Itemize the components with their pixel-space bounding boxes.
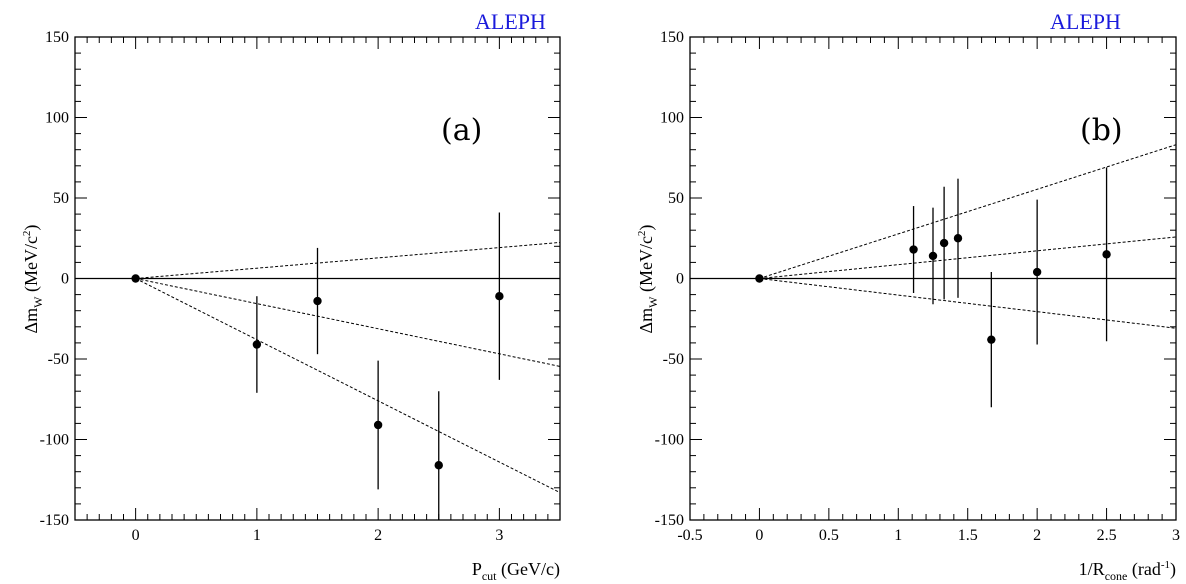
panel-a-ylabel-unit-pre: (MeV/c: [21, 236, 42, 296]
panel-b-xtick-label: 0.5: [819, 527, 839, 544]
panel-b-ytick-label: 150: [660, 29, 684, 46]
panel-a-ytick-label: -150: [40, 512, 69, 529]
panel-b-ylabel-unit-sup: 2: [636, 231, 648, 237]
panel-b-fit-line-1: [759, 144, 1177, 279]
panel-a-xlabel: Pcut (GeV/c): [472, 559, 560, 583]
panel-b-xtick-label: 2: [1033, 527, 1041, 544]
panel-a-xtick-label: 2: [374, 527, 382, 544]
panel-a-ylabel-unit-post: ): [21, 225, 42, 231]
panel-a-data-point: [313, 296, 322, 306]
panel-a-xtick-label: 0: [132, 527, 140, 544]
panel-b-xlabel-main: 1/R: [1079, 559, 1105, 579]
panel-a-ylabel-unit-sup: 2: [21, 231, 33, 237]
panel-a-data-point: [131, 274, 140, 283]
panel-b-ylabel-unit-pre: (MeV/c: [636, 236, 657, 296]
chart-panel-b: ALEPH (b) ΔmW (MeV/c2) 1/Rcone (rad-1) -…: [636, 9, 1180, 583]
panel-b-ytick-label: -100: [655, 432, 684, 449]
panel-a-label: (a): [441, 113, 482, 148]
panel-a-ytick-label: 100: [45, 110, 69, 127]
panel-a-fit-line-1: [135, 241, 561, 279]
panel-a-ylabel-sub: W: [31, 296, 45, 308]
panel-b-data-point: [909, 245, 918, 254]
panel-b-ylabel: ΔmW (MeV/c2): [636, 225, 660, 334]
panel-a-fit-line-2: [135, 278, 561, 367]
panel-b-data-point: [1102, 250, 1111, 259]
panel-b-data-point: [928, 251, 938, 261]
panel-b-fit-line-2: [759, 236, 1177, 279]
panel-a-data-point: [434, 461, 443, 470]
panel-b-xtick-label: 1.5: [958, 527, 978, 544]
svg-text:ΔmW (MeV/c2): ΔmW (MeV/c2): [636, 225, 660, 334]
panel-a-xtick-label: 3: [495, 527, 503, 544]
panel-b-ylabel-main: Δm: [636, 308, 656, 334]
panel-b-xlabel-unit-post: ): [1170, 559, 1176, 580]
panel-a-fit-line-3: [135, 278, 561, 494]
panel-b-xlabel: 1/Rcone (rad-1): [1079, 559, 1176, 583]
panel-b-xlabel-unit-pre: (rad: [1127, 559, 1160, 580]
panel-a-xtick-label: 1: [253, 527, 261, 544]
panel-b-xtick-label: 3: [1172, 527, 1180, 544]
panel-b-data-point: [939, 238, 949, 248]
panel-b-brand-label: ALEPH: [1050, 9, 1121, 34]
panel-b-ytick-label: 50: [668, 190, 684, 207]
panel-a-ylabel: ΔmW (MeV/c2): [21, 225, 45, 334]
panel-b-ylabel-unit-post: ): [636, 225, 657, 231]
panel-b-fit-line-3: [759, 278, 1177, 329]
panel-b-xtick-label: 0: [755, 527, 763, 544]
panel-b-xlabel-unit-sup: -1: [1161, 559, 1170, 571]
panel-a-ytick-label: -100: [40, 432, 69, 449]
panel-b-ytick-label: 100: [660, 110, 684, 127]
panel-a-xlabel-main: P: [472, 559, 482, 579]
panel-a-brand-label: ALEPH: [475, 9, 546, 34]
panel-a-ytick-label: -50: [48, 351, 69, 368]
panel-b-ytick-label: -150: [655, 512, 684, 529]
panel-b-ytick-label: -50: [663, 351, 684, 368]
panel-b-label: (b): [1080, 113, 1123, 148]
panel-b-xtick-label: 1: [894, 527, 902, 544]
svg-text:ΔmW (MeV/c2): ΔmW (MeV/c2): [21, 225, 45, 334]
panel-b-xtick-label: 2.5: [1097, 527, 1117, 544]
panel-a-ytick-label: 0: [61, 271, 69, 288]
panel-a-ytick-label: 50: [53, 190, 69, 207]
panel-a-ytick-label: 150: [45, 29, 69, 46]
panel-b-data-point: [987, 335, 996, 344]
panel-a-ylabel-main: Δm: [21, 308, 41, 334]
panel-b-data-point: [1032, 267, 1042, 277]
panel-b-xtick-label: -0.5: [677, 527, 702, 544]
panel-b-ytick-label: 0: [676, 271, 684, 288]
chart-panel-a: ALEPH (a) ΔmW (MeV/c2) Pcut (GeV/c) -150…: [21, 9, 561, 583]
panel-a-xlabel-unit: (GeV/c): [497, 559, 560, 580]
panel-a-data-point: [373, 420, 383, 430]
panel-a-data-point: [252, 340, 262, 349]
panel-b-data-point: [755, 274, 764, 283]
panel-b-ylabel-sub: W: [646, 296, 660, 308]
panel-b-data-point: [953, 234, 963, 243]
panel-a-xlabel-sub: cut: [482, 569, 497, 583]
panel-b-xlabel-sub: cone: [1105, 569, 1128, 583]
panel-a-data-point: [495, 292, 504, 301]
